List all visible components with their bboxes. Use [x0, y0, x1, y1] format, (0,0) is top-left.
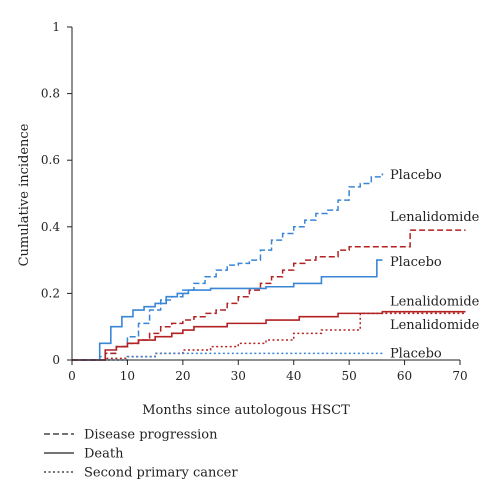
x-tick-label: 60	[397, 369, 412, 383]
legend-label: Death	[84, 447, 124, 462]
legend-label: Disease progression	[84, 428, 218, 443]
series-line-disease-progression-placebo	[72, 173, 384, 361]
series-end-label: Placebo	[390, 255, 442, 270]
y-tick-label: 0.8	[41, 87, 60, 101]
series-end-label: Placebo	[390, 346, 442, 361]
y-tick-label: 0	[52, 353, 60, 367]
series-end-label: Lenalidomide	[390, 210, 480, 225]
x-axis-label: Months since autologous HSCT	[142, 403, 350, 418]
y-axis-label: Cumulative incidence	[17, 123, 32, 266]
y-tick-label: 0.2	[41, 286, 60, 300]
x-tick-label: 70	[452, 369, 467, 383]
series-labels-layer: Placebo Lenalidomide Placebo Lenalidomide Le…	[390, 168, 480, 361]
x-tick-label: 50	[342, 369, 357, 383]
series-line-second-primary-cancer-placebo	[72, 352, 383, 361]
x-tick-label: 20	[175, 369, 190, 383]
series-end-label: Lenalidomide	[390, 295, 480, 310]
y-tick-label: 0.6	[41, 153, 60, 167]
x-tick-label: 0	[68, 369, 76, 383]
series-end-label: Lenalidomide	[390, 318, 480, 333]
x-tick-label: 30	[231, 369, 246, 383]
x-tick-label: 40	[286, 369, 301, 383]
series-end-label: Placebo	[390, 168, 442, 183]
y-tick-label: 1	[52, 20, 60, 34]
series-line-death-lenalidomide	[72, 310, 466, 361]
ticks-layer: 0 10 20 30 40 50 60 70 0 0.2 0.4 0.6 0.8 1	[41, 20, 468, 383]
series-line-disease-progression-lenalidomide	[72, 229, 466, 361]
series-line-death-placebo	[72, 259, 383, 361]
y-tick-label: 0.4	[41, 220, 60, 234]
legend: Disease progression Death Second primary c…	[44, 428, 238, 481]
axes-layer	[71, 27, 460, 361]
legend-label: Second primary cancer	[84, 466, 238, 481]
x-tick-label: 10	[120, 369, 135, 383]
